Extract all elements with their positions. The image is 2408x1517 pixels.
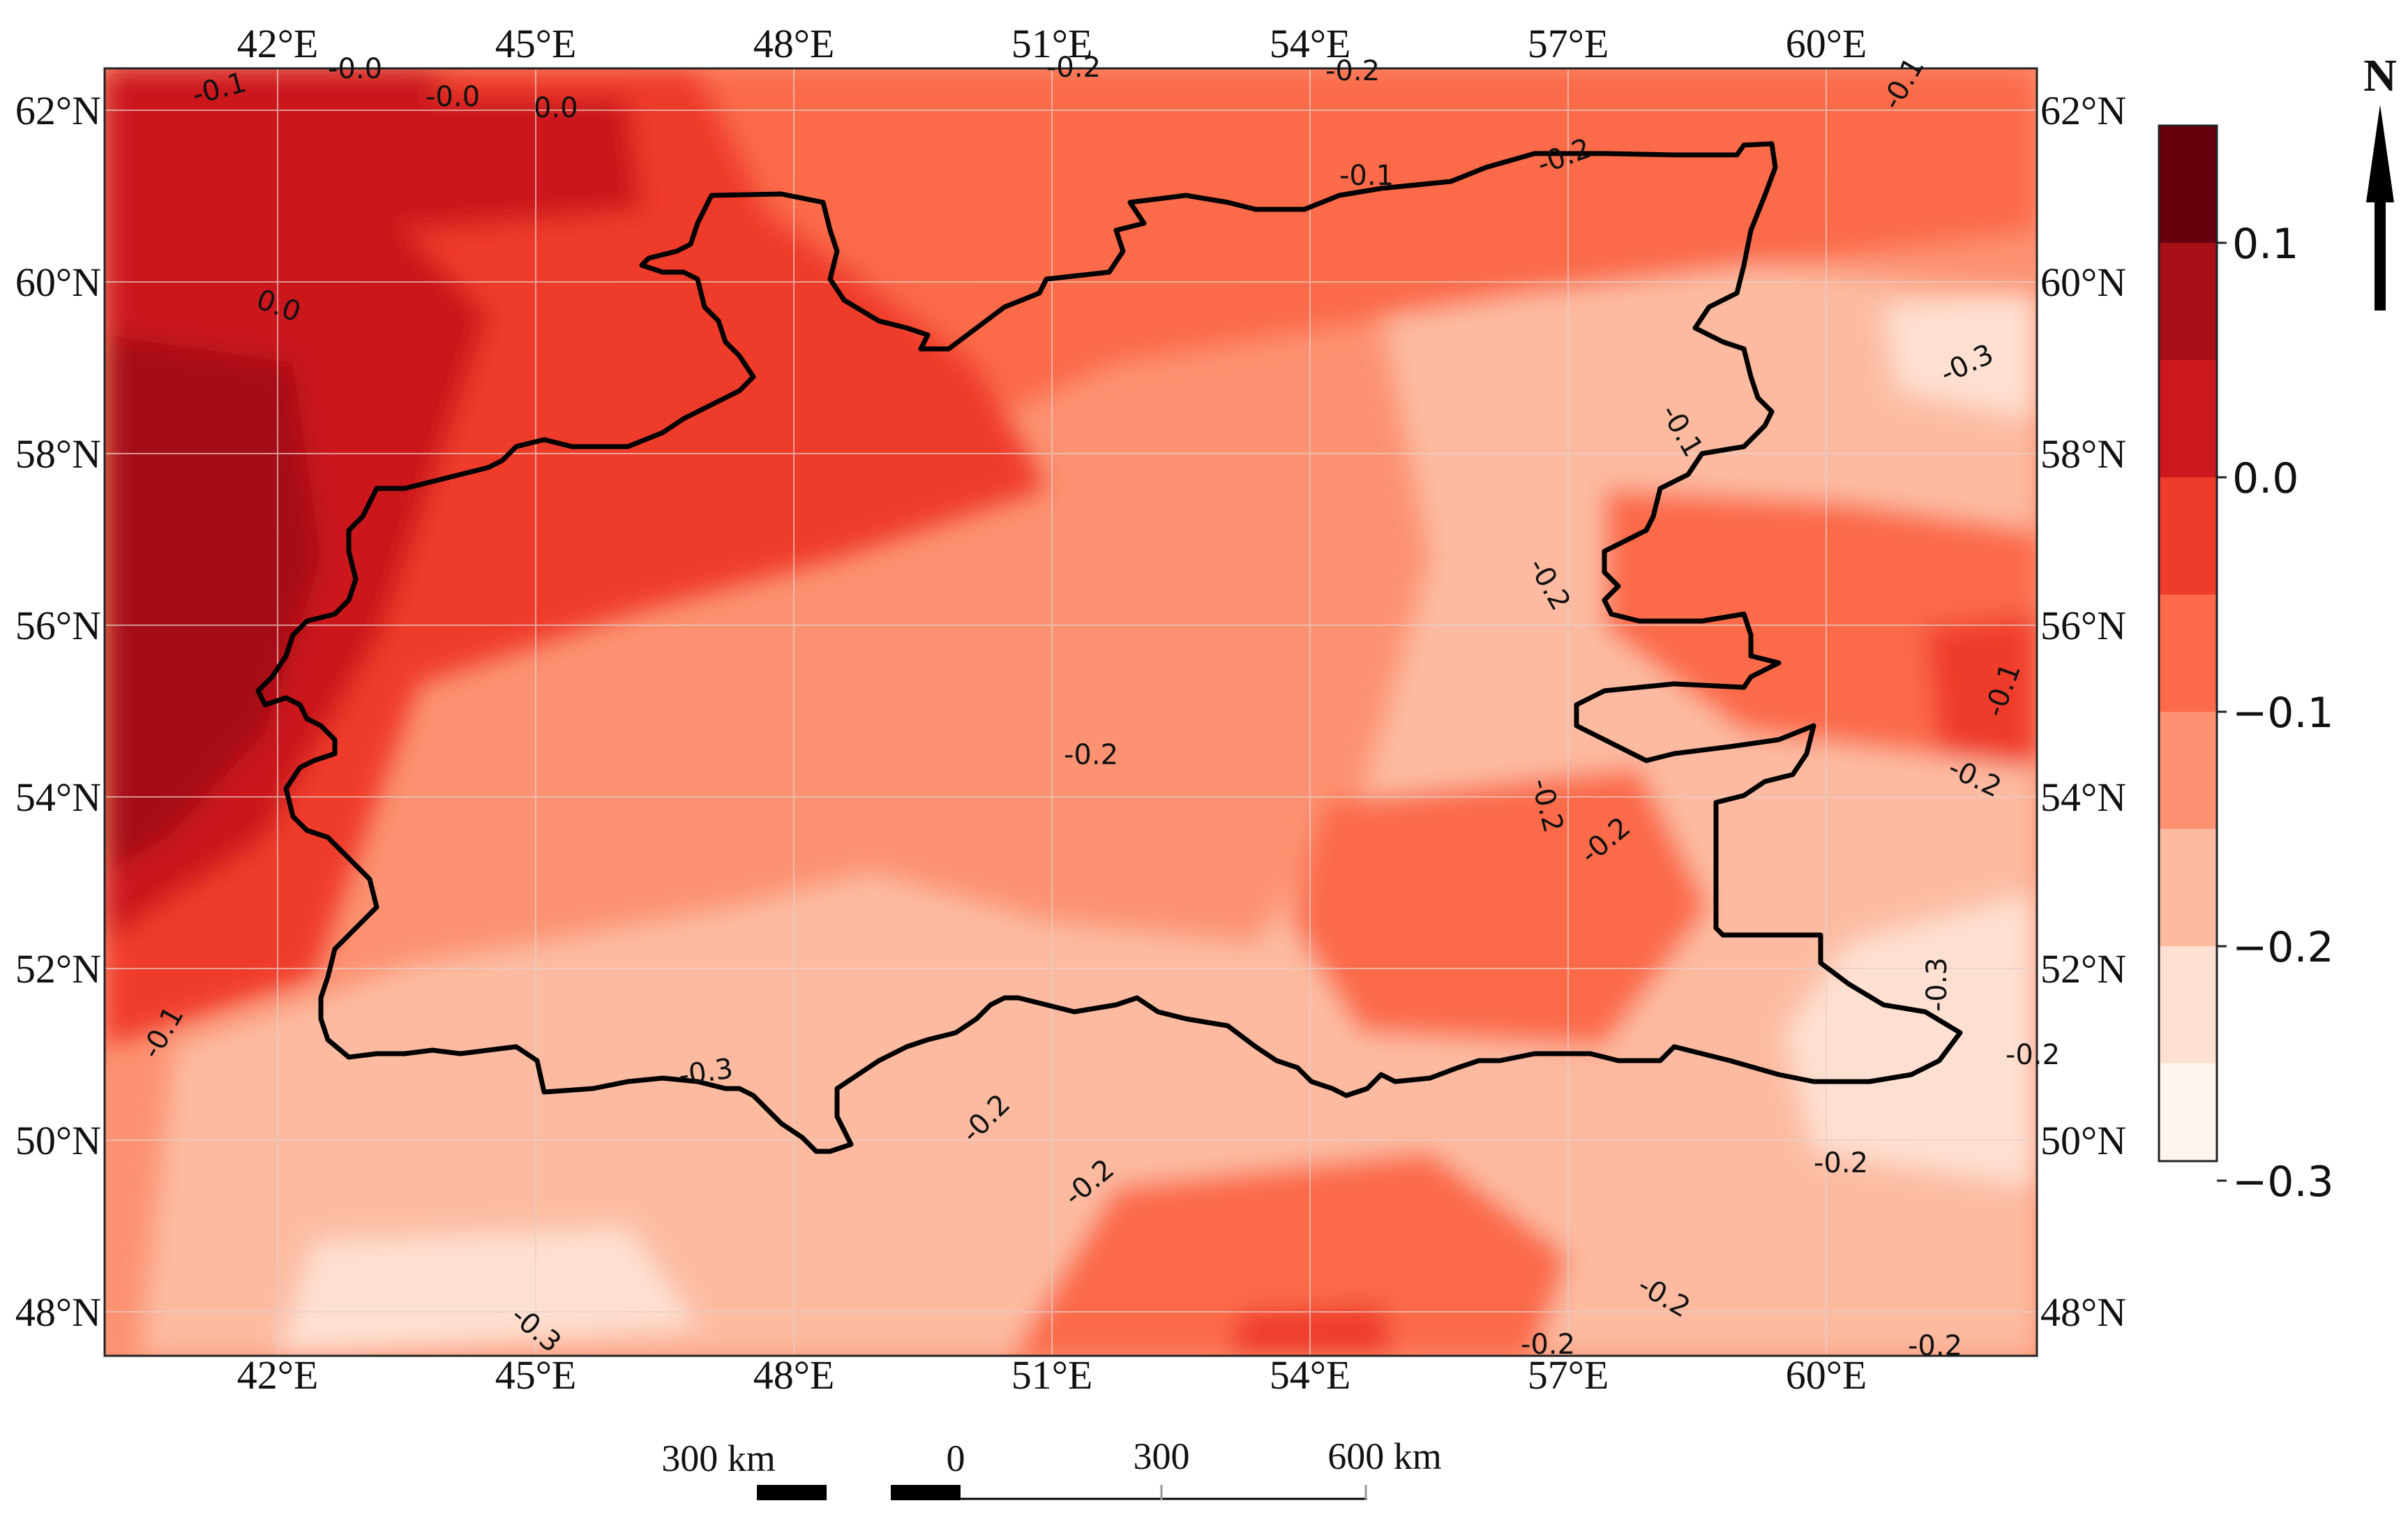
colorbar-label: −0.1 <box>2232 689 2334 738</box>
scale-label: 300 <box>1134 1435 1190 1477</box>
lat-label: 60°N <box>2040 260 2126 305</box>
field-band-pale-ne <box>1883 293 2037 419</box>
lon-label: 48°E <box>753 21 835 66</box>
lat-label: 50°N <box>2040 1118 2126 1163</box>
contour-label: -0.2 <box>1325 55 1380 87</box>
north-label: N <box>2363 50 2397 101</box>
lat-label: 56°N <box>15 603 101 648</box>
scale-label: 600 km <box>1327 1435 1442 1477</box>
scale-bar: 300 km 0 300 600 km <box>661 1435 1442 1500</box>
lon-label: 51°E <box>1011 1352 1093 1398</box>
scale-label: 0 <box>947 1437 965 1479</box>
lat-labels-left: 62°N 60°N 58°N 56°N 54°N 52°N 50°N 48°N <box>15 88 101 1335</box>
lat-label: 60°N <box>15 260 101 305</box>
contour-label: -0.3 <box>1921 957 1953 1012</box>
contour-field <box>105 68 2037 1356</box>
contour-label: 0.0 <box>534 92 578 124</box>
contour-label: -0.0 <box>328 53 382 85</box>
lat-labels-right: 62°N 60°N 58°N 56°N 54°N 52°N 50°N 48°N <box>2040 88 2126 1335</box>
contour-label: -0.3 <box>677 1052 735 1091</box>
colorbar-segment <box>2159 829 2217 946</box>
lon-label: 45°E <box>495 1352 577 1398</box>
contour-label: -0.2 <box>1814 1147 1868 1179</box>
north-arrow-icon <box>2366 105 2394 311</box>
lon-label: 60°E <box>1786 21 1867 66</box>
lon-label: 57°E <box>1528 21 1609 66</box>
field-band-red-east <box>1925 614 2037 768</box>
lon-label: 60°E <box>1786 1352 1867 1398</box>
lat-label: 54°N <box>15 775 101 820</box>
lon-label: 42°E <box>237 21 319 66</box>
lat-label: 54°N <box>2040 775 2126 820</box>
colorbar-frame <box>2158 124 2218 1163</box>
scale-label: 300 km <box>661 1437 776 1479</box>
map-frame <box>103 67 2038 1357</box>
lat-label: 56°N <box>2040 603 2126 648</box>
contour-label: -0.2 <box>2006 1039 2060 1071</box>
colorbar-label: −0.2 <box>2232 923 2334 972</box>
colorbar-segment <box>2159 595 2217 712</box>
colorbar-segment <box>2159 360 2217 477</box>
lon-label: 54°E <box>1270 1352 1351 1398</box>
lat-label: 62°N <box>2040 88 2126 133</box>
lat-label: 62°N <box>15 88 101 133</box>
region-boundary <box>255 141 1963 1154</box>
field-band-coral-south <box>1290 768 1709 1047</box>
lon-labels-top: 42°E 45°E 48°E 51°E 54°E 57°E 60°E <box>237 21 1867 66</box>
colorbar-label: −0.3 <box>2232 1158 2334 1206</box>
contour-label: -0.2 <box>1521 1329 1575 1361</box>
contour-label: -0.1 <box>1339 160 1394 192</box>
field-band-darkred-north <box>293 98 642 230</box>
field-band-red-south <box>1228 1305 1395 1356</box>
lat-label: 48°N <box>15 1290 101 1335</box>
lat-label: 48°N <box>2040 1290 2126 1335</box>
colorbar-segment <box>2159 477 2217 595</box>
colorbar-segment <box>2159 243 2217 360</box>
contour-label: -0.2 <box>1046 52 1101 84</box>
lat-label: 58°N <box>15 431 101 477</box>
north-arrow: N <box>2363 50 2397 311</box>
lon-label: 42°E <box>237 1352 319 1398</box>
lon-labels-bottom: 42°E 45°E 48°E 51°E 54°E 57°E 60°E <box>237 1352 1867 1398</box>
lon-label: 48°E <box>753 1352 835 1398</box>
lat-label: 52°N <box>2040 946 2126 992</box>
field-band-pale-south <box>279 1228 698 1356</box>
colorbar-segment <box>2159 712 2217 829</box>
colorbar-segment <box>2159 946 2217 1063</box>
scale-bar-segment <box>891 1485 961 1500</box>
field-band-crimson <box>105 335 321 872</box>
lon-label: 45°E <box>495 21 577 66</box>
contour-label: -0.2 <box>1908 1330 1962 1362</box>
colorbar-segment <box>2159 1063 2217 1161</box>
scale-bar-segment <box>827 1485 891 1500</box>
contour-label: -0.2 <box>1064 739 1118 771</box>
contour-label: -0.0 <box>426 81 480 113</box>
field-band-coral-se <box>1011 1151 1570 1356</box>
lon-label: 51°E <box>1011 21 1093 66</box>
scale-bar-segment <box>757 1485 827 1500</box>
colorbar-label: 0.0 <box>2232 454 2298 503</box>
field-band-light <box>140 209 2037 1356</box>
lon-label: 57°E <box>1528 1352 1609 1398</box>
graticule <box>105 68 2037 1356</box>
colorbar-segment <box>2159 126 2217 243</box>
field-band-coral-east <box>1604 488 2037 768</box>
field-band-pale-east <box>1786 893 2037 1186</box>
lon-label: 54°E <box>1270 21 1351 66</box>
lat-label: 50°N <box>15 1118 101 1163</box>
colorbar: 0.1 0.0 −0.1 −0.2 −0.3 <box>2158 124 2334 1206</box>
lat-label: 58°N <box>2040 431 2126 477</box>
lat-label: 52°N <box>15 946 101 992</box>
colorbar-label: 0.1 <box>2232 220 2298 269</box>
